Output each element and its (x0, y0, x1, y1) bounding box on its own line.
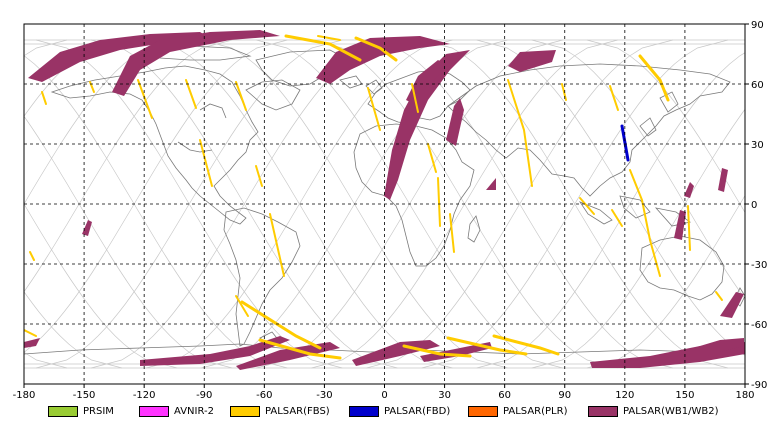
palsar-wb-swaths (24, 30, 745, 370)
legend-item-prism: PRSIM (48, 404, 114, 418)
legend-label-avnir2: AVNIR-2 (174, 405, 214, 417)
x-tick-label: 180 (735, 390, 754, 400)
legend: PRSIM AVNIR-2 PALSAR(FBS) PALSAR(FBD) PA… (0, 400, 770, 422)
legend-label-palsar-fbd: PALSAR(FBD) (384, 405, 451, 417)
x-tick-label: 60 (498, 390, 511, 400)
orbit-track (91, 39, 398, 369)
orbit-track (24, 39, 123, 117)
legend-item-palsar-fbd: PALSAR(FBD) (349, 404, 450, 418)
world-map-svg: -180 -150 -120 -90 -60 -30 0 30 60 90 120 150 180 90… (13, 20, 768, 401)
legend-swatch-palsar-plr (468, 405, 498, 417)
y-tick-label: -90 (751, 380, 767, 391)
legend-item-avnir2: AVNIR-2 (139, 404, 214, 418)
x-tick-label: -120 (133, 390, 156, 400)
y-tick-label: -60 (751, 320, 767, 331)
orbit-track (24, 291, 123, 369)
x-tick-label: 150 (675, 390, 694, 400)
orbit-track (24, 203, 178, 369)
y-tick-label: 90 (751, 20, 764, 31)
legend-label-palsar-plr: PALSAR(PLR) (503, 405, 568, 417)
x-tick-label: 120 (615, 390, 634, 400)
x-tick-label: 30 (438, 390, 451, 400)
legend-swatch-prism (48, 405, 78, 417)
x-tick-label: -30 (316, 390, 332, 400)
y-tick-label: -30 (751, 260, 767, 271)
legend-item-palsar-plr: PALSAR(PLR) (468, 404, 567, 418)
x-tick-label: 90 (558, 390, 571, 400)
legend-label-palsar-fbs: PALSAR(FBS) (265, 405, 330, 417)
x-tick-label: -60 (256, 390, 272, 400)
graticule (24, 24, 745, 384)
y-tick-label: 60 (751, 80, 764, 91)
legend-swatch-palsar-fbs (230, 405, 260, 417)
orbit-track (476, 39, 745, 356)
legend-swatch-palsar-wb (588, 405, 618, 417)
y-tick-label: 30 (751, 140, 764, 151)
orbit-track (366, 39, 673, 369)
legend-label-palsar-wb: PALSAR(WB1/WB2) (623, 405, 719, 417)
palsar-fbs-strips (24, 34, 723, 360)
x-tick-label: -90 (196, 390, 212, 400)
legend-label-prism: PRSIM (83, 405, 114, 417)
legend-swatch-avnir2 (139, 405, 169, 417)
latitude-ticks: 90 60 30 0 -30 -60 -90 (745, 20, 767, 391)
x-tick-label: -150 (73, 390, 96, 400)
legend-swatch-palsar-fbd (349, 405, 379, 417)
longitude-ticks: -180 -150 -120 -90 -60 -30 0 30 60 90 120 150 180 (13, 384, 755, 401)
y-tick-label: 0 (751, 200, 757, 211)
orbit-track (146, 39, 453, 369)
legend-item-palsar-wb: PALSAR(WB1/WB2) (588, 404, 719, 418)
x-tick-label: -180 (13, 390, 36, 400)
x-tick-label: 0 (381, 390, 387, 400)
orbit-track (421, 39, 729, 369)
legend-item-palsar-fbs: PALSAR(FBS) (230, 404, 330, 418)
